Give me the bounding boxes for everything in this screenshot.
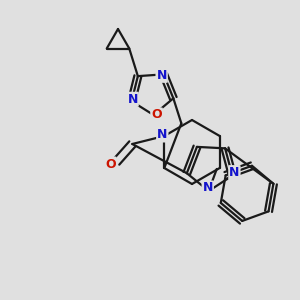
Text: N: N: [202, 182, 213, 194]
Text: N: N: [157, 128, 167, 142]
Text: O: O: [151, 108, 162, 122]
Text: N: N: [157, 69, 167, 82]
Text: N: N: [229, 166, 240, 179]
Text: O: O: [105, 158, 116, 170]
Text: N: N: [128, 93, 138, 106]
